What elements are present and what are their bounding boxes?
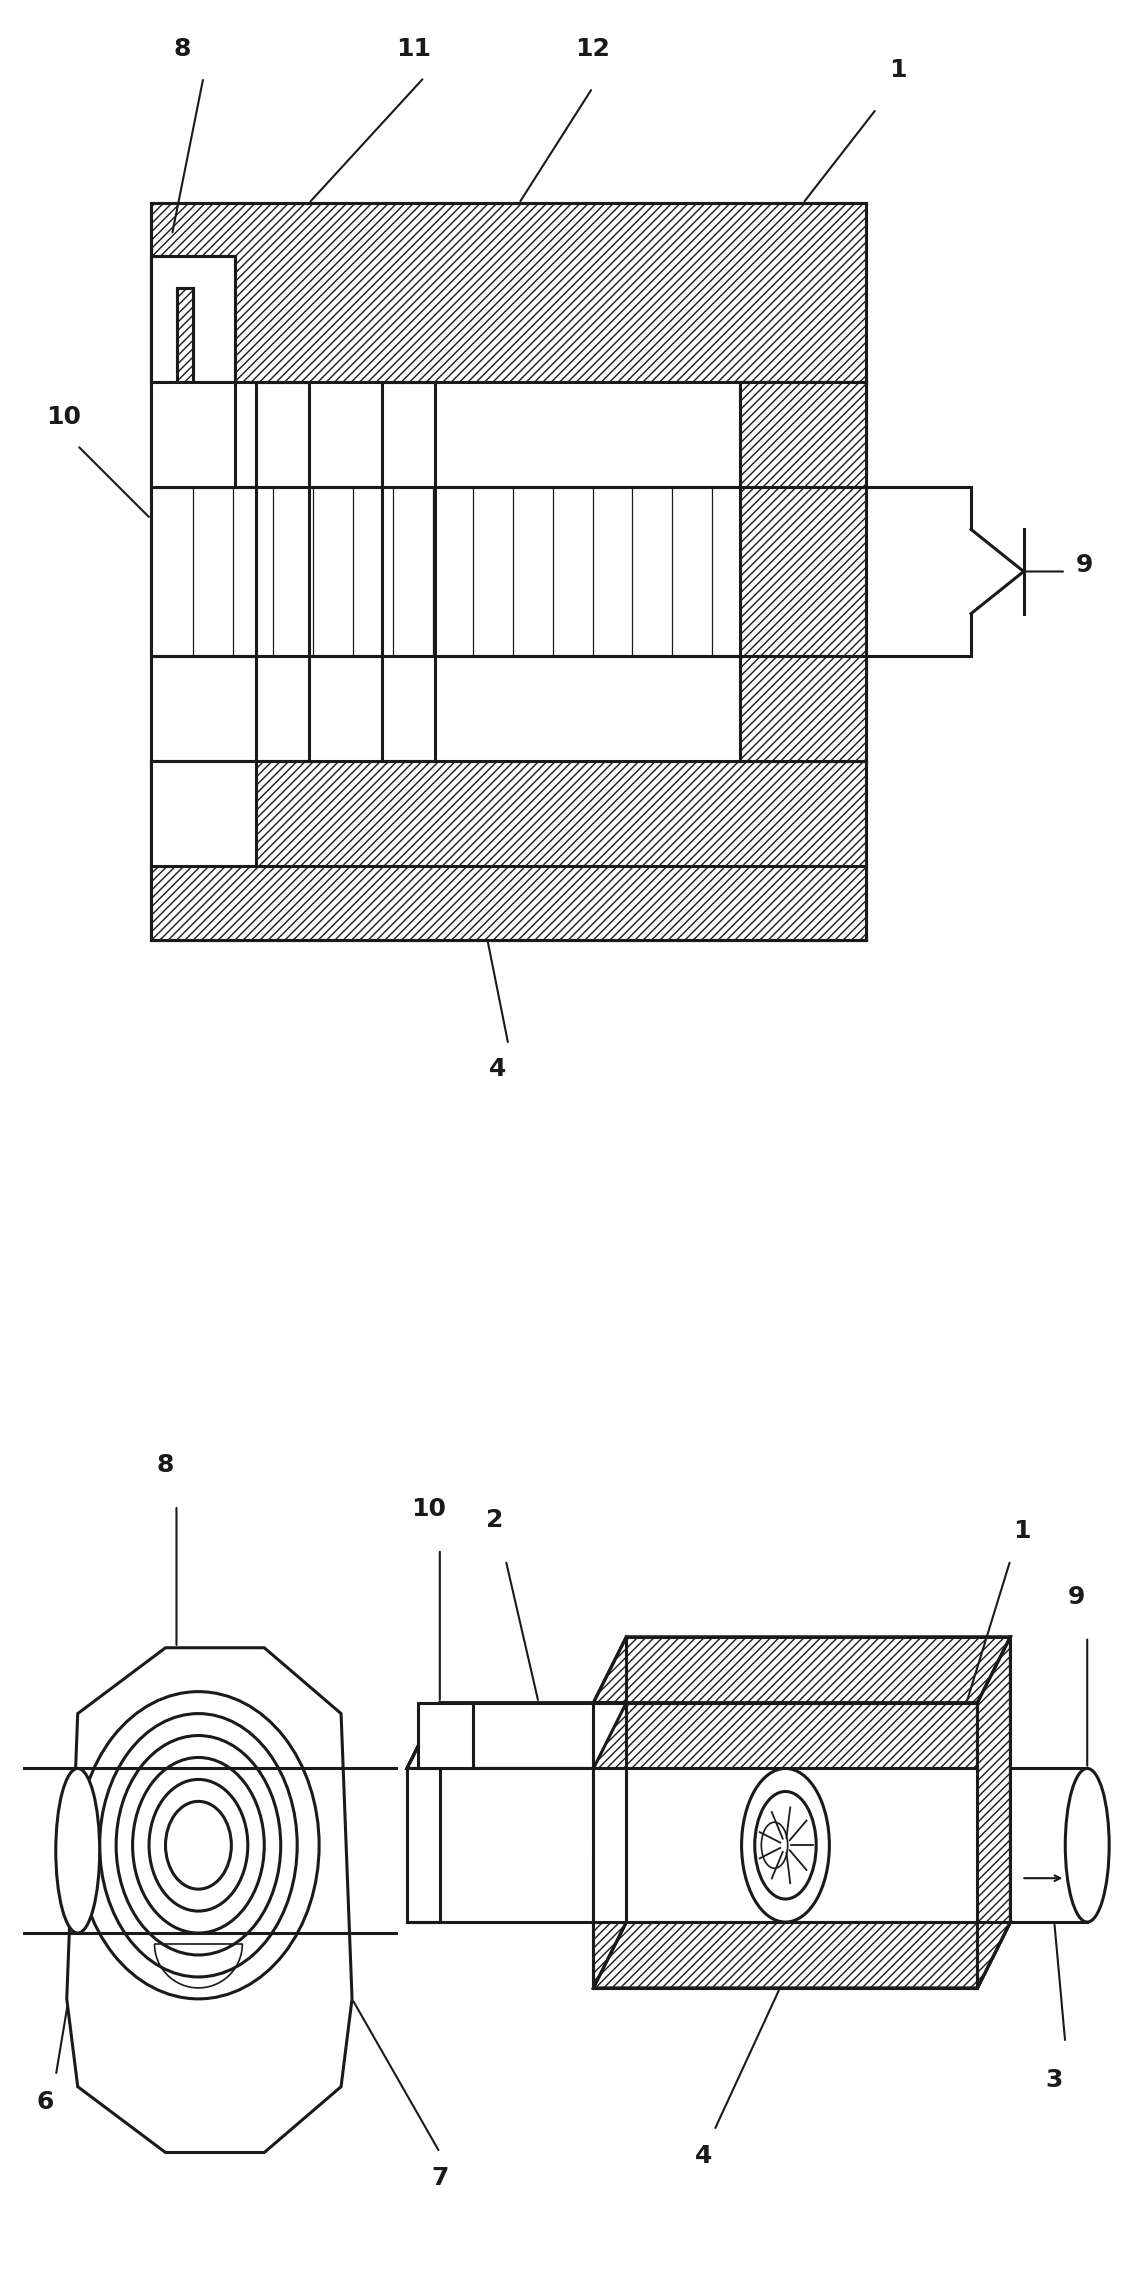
Polygon shape <box>977 1637 1010 1989</box>
Bar <box>740 656 866 761</box>
Bar <box>151 203 866 382</box>
Text: 9: 9 <box>1068 1584 1085 1609</box>
Text: 7: 7 <box>431 2167 448 2190</box>
Ellipse shape <box>56 1769 99 1934</box>
Text: 10: 10 <box>46 405 81 430</box>
Polygon shape <box>66 1648 352 2153</box>
Text: 3: 3 <box>1046 2067 1063 2092</box>
Bar <box>151 382 235 487</box>
Polygon shape <box>593 1923 1010 1989</box>
Bar <box>740 382 866 761</box>
Bar <box>740 382 866 487</box>
Ellipse shape <box>742 1769 830 1923</box>
Bar <box>151 382 740 761</box>
Text: 11: 11 <box>397 37 431 62</box>
Bar <box>151 761 866 940</box>
Text: 1: 1 <box>1013 1518 1030 1543</box>
Polygon shape <box>593 1637 1010 1703</box>
Text: 8: 8 <box>157 1454 174 1477</box>
Bar <box>151 487 740 656</box>
Bar <box>151 866 866 940</box>
Bar <box>593 1703 977 1833</box>
Polygon shape <box>407 1703 626 1769</box>
Bar <box>418 1703 473 1769</box>
Bar <box>151 761 256 866</box>
Bar <box>256 382 309 761</box>
Bar <box>382 382 434 761</box>
Text: 10: 10 <box>411 1497 447 1520</box>
Ellipse shape <box>1065 1769 1109 1923</box>
Bar <box>593 1769 977 1923</box>
Ellipse shape <box>761 1822 788 1868</box>
Text: 9: 9 <box>1077 553 1094 576</box>
Text: 4: 4 <box>489 1056 506 1081</box>
Text: 12: 12 <box>575 37 610 62</box>
Polygon shape <box>151 256 235 382</box>
Bar <box>593 1856 977 1989</box>
Ellipse shape <box>754 1792 816 1900</box>
Text: 4: 4 <box>695 2144 712 2169</box>
Text: 2: 2 <box>486 1509 503 1532</box>
Text: 8: 8 <box>174 37 191 62</box>
Text: 6: 6 <box>37 2089 54 2115</box>
Text: 1: 1 <box>889 57 906 82</box>
